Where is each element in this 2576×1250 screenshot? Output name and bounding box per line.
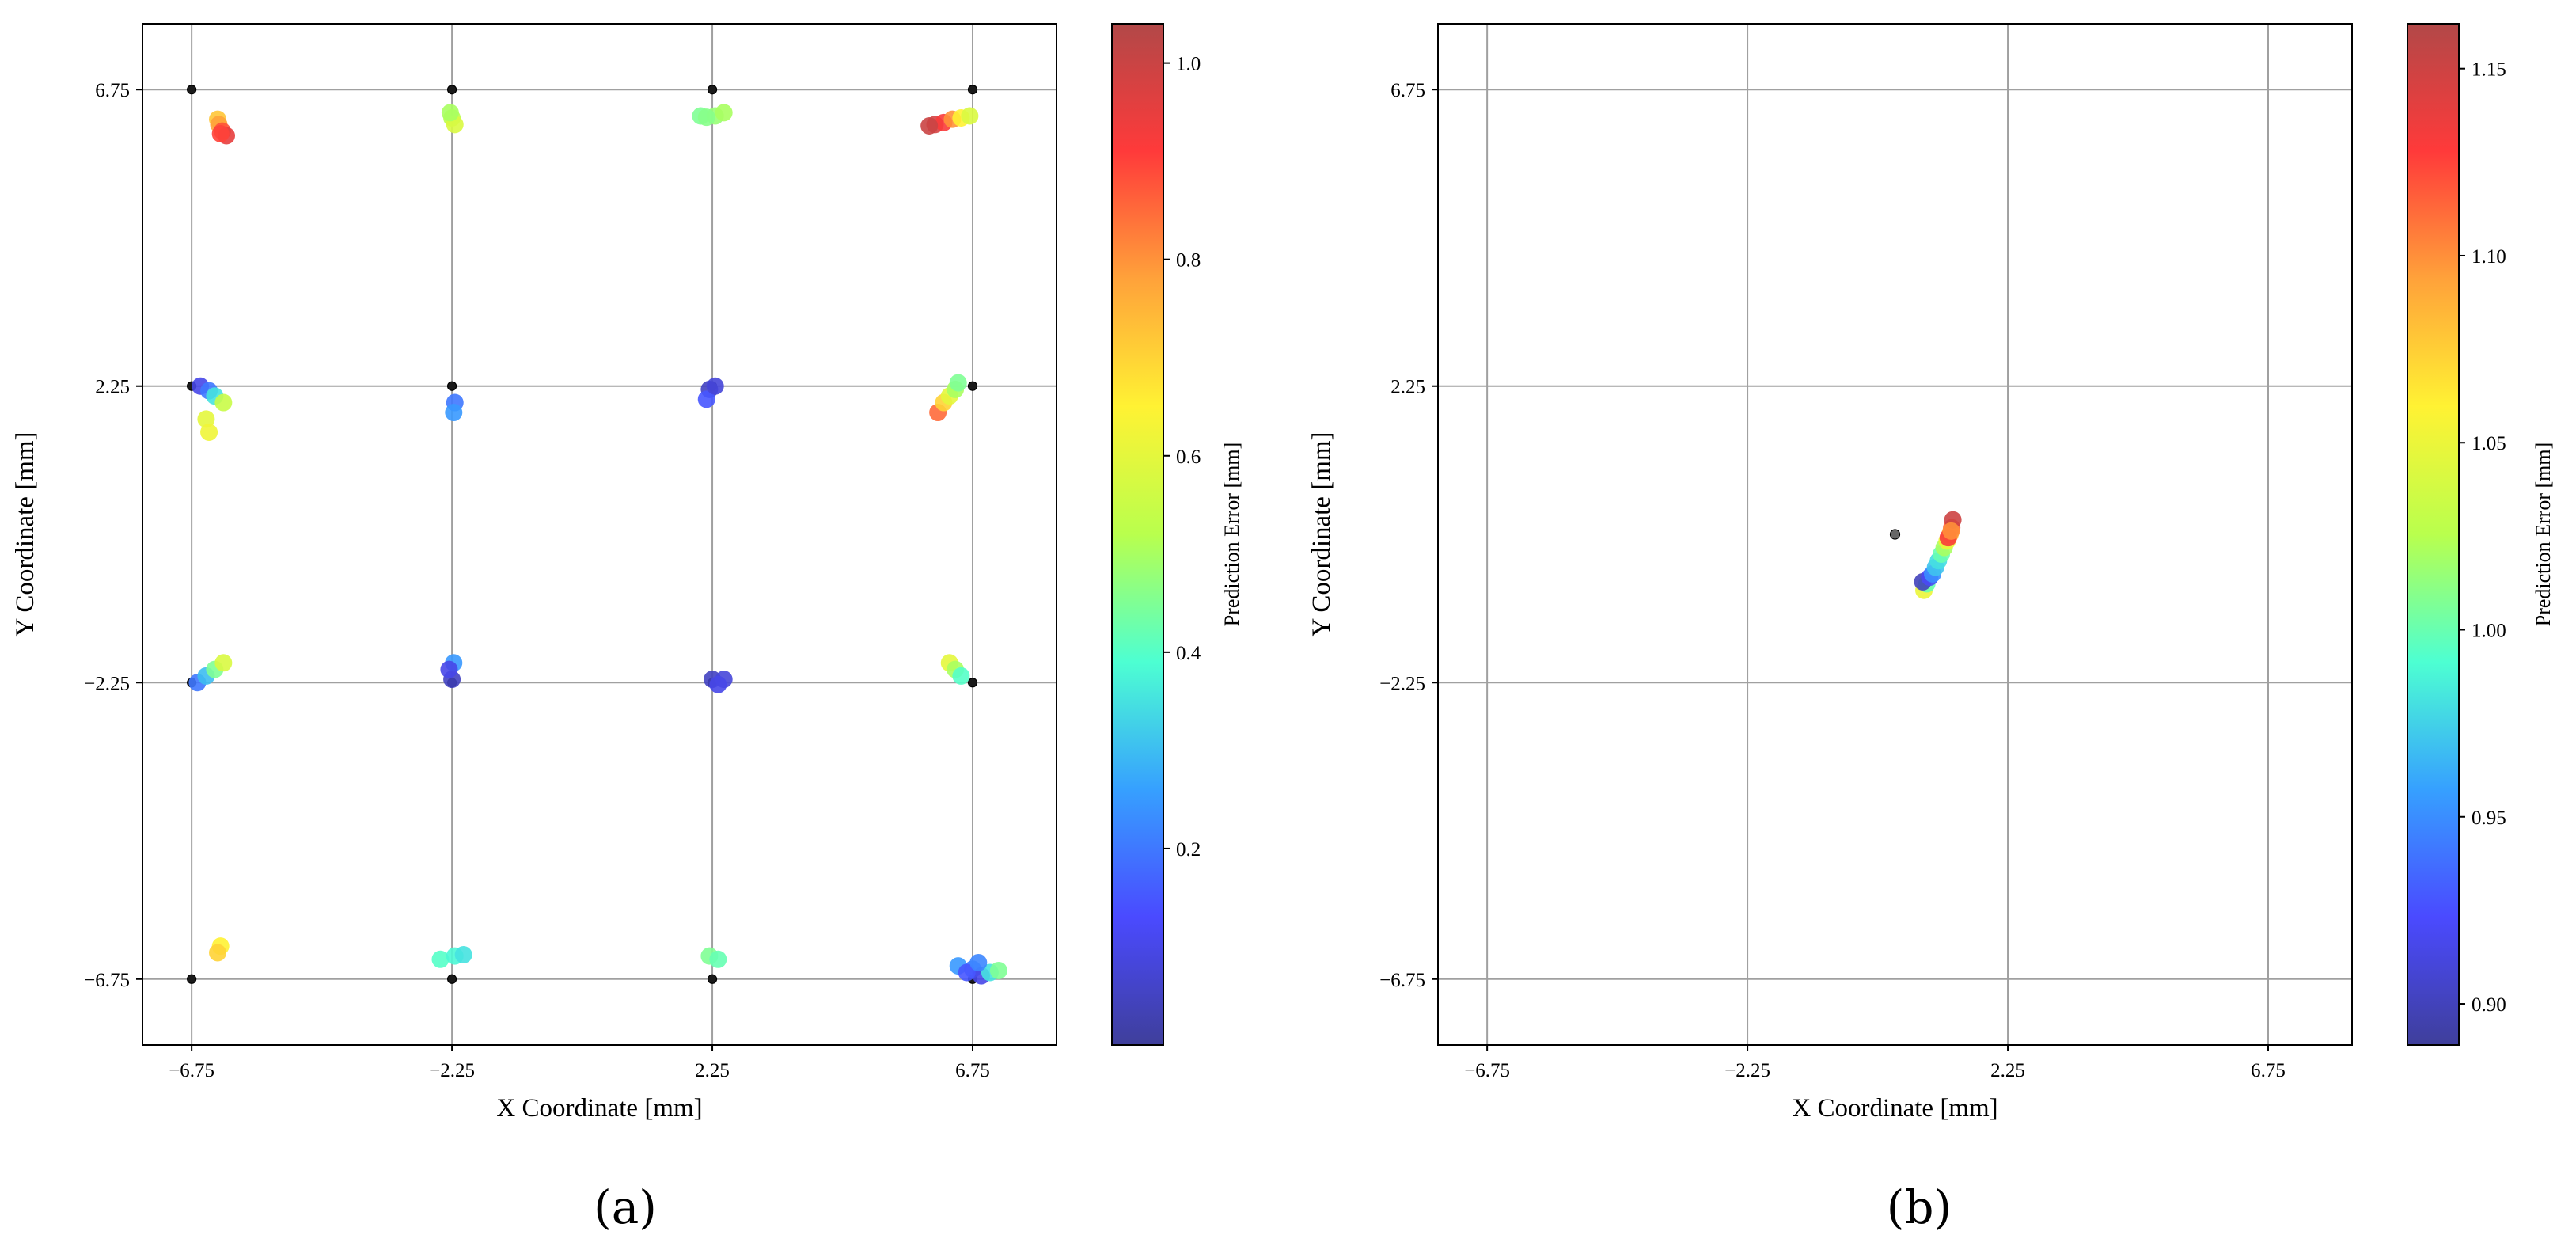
y-axis-title: Y Coordinate [mm] (11, 431, 40, 636)
prediction-point (952, 667, 970, 685)
colorbar-title: Prediction Error [mm] (1220, 443, 1243, 627)
y-tick-label: −6.75 (1379, 970, 1425, 991)
panel-label: (a) (594, 1180, 657, 1234)
colorbar-tick-label: 0.2 (1176, 839, 1201, 861)
panel-label: (b) (1887, 1180, 1952, 1234)
x-axis-title: X Coordinate [mm] (1792, 1094, 1997, 1123)
colorbar (1111, 23, 1164, 1046)
prediction-point (961, 107, 979, 125)
reference-point (187, 85, 197, 95)
prediction-point (440, 660, 458, 678)
y-tick-label: −2.25 (84, 673, 130, 694)
reference-point (446, 974, 457, 984)
reference-point (967, 678, 978, 688)
x-tick-label: 2.25 (695, 1060, 730, 1081)
axes-frame (142, 23, 1057, 1046)
y-tick-label: −2.25 (1379, 673, 1425, 694)
prediction-point (1942, 522, 1960, 540)
prediction-point (697, 108, 715, 127)
prediction-point (211, 124, 230, 142)
reference-point (1889, 529, 1901, 540)
prediction-point (709, 950, 727, 968)
prediction-point (969, 953, 988, 971)
colorbar-tick-label: 0.4 (1176, 643, 1201, 664)
reference-point (967, 381, 978, 391)
prediction-point (431, 950, 450, 968)
x-tick-label: 2.25 (1990, 1060, 2025, 1081)
prediction-point (209, 944, 227, 962)
panel-b: −6.75 −2.25 2.25 6.75 −6.75 −2.25 2.25 6.75 X Co… (1307, 23, 2555, 1234)
x-tick-label: 6.75 (955, 1060, 990, 1081)
axes-frame (1437, 23, 2353, 1046)
reference-point (967, 85, 978, 95)
prediction-point (958, 963, 976, 982)
x-tick-label: −6.75 (169, 1060, 214, 1081)
prediction-point (949, 374, 967, 392)
reference-point (707, 974, 718, 984)
colorbar-tick-label: 0.6 (1176, 446, 1201, 468)
colorbar-tick-label: 1.15 (2472, 59, 2506, 81)
plot-area (142, 24, 1057, 1045)
reference-point (187, 974, 197, 984)
y-tick-label: 6.75 (1390, 80, 1425, 101)
y-tick-label: 6.75 (95, 80, 130, 101)
prediction-point (706, 377, 724, 395)
prediction-point (200, 424, 218, 441)
colorbar-tick-label: 1.00 (2472, 620, 2506, 641)
prediction-point (454, 945, 472, 963)
panel-a: −6.75 −2.25 2.25 6.75 −6.75 −2.25 2.25 6.75 X Co… (11, 23, 1243, 1234)
prediction-point (920, 117, 939, 135)
x-tick-label: −2.25 (429, 1060, 475, 1081)
prediction-point (709, 675, 727, 693)
reference-point (446, 381, 457, 391)
prediction-point (989, 961, 1007, 979)
x-tick-label: 6.75 (2251, 1060, 2286, 1081)
prediction-point (214, 393, 233, 412)
y-tick-label: −6.75 (84, 970, 130, 991)
x-tick-label: −6.75 (1464, 1060, 1510, 1081)
colorbar-tick-label: 1.10 (2472, 246, 2506, 268)
x-tick-label: −2.25 (1724, 1060, 1770, 1081)
colorbar-tick-label: 0.95 (2472, 807, 2506, 829)
prediction-point (697, 390, 715, 408)
reference-point (707, 85, 718, 95)
prediction-point (445, 404, 463, 422)
y-axis-title: Y Coordinate [mm] (1307, 431, 1336, 636)
prediction-point (715, 104, 733, 122)
y-tick-label: 2.25 (95, 377, 130, 398)
colorbar-tick-label: 1.05 (2472, 433, 2506, 454)
prediction-point (441, 104, 459, 122)
colorbar-tick-label: 1.0 (1176, 54, 1201, 75)
colorbar (2407, 23, 2460, 1046)
x-axis-title: X Coordinate [mm] (496, 1094, 702, 1123)
reference-point (446, 85, 457, 95)
prediction-point (214, 654, 233, 672)
colorbar-title: Prediction Error [mm] (2532, 443, 2555, 627)
prediction-point (197, 410, 215, 428)
colorbar-tick-label: 0.90 (2472, 994, 2506, 1016)
colorbar-tick-label: 0.8 (1176, 250, 1201, 272)
y-tick-label: 2.25 (1390, 377, 1425, 398)
